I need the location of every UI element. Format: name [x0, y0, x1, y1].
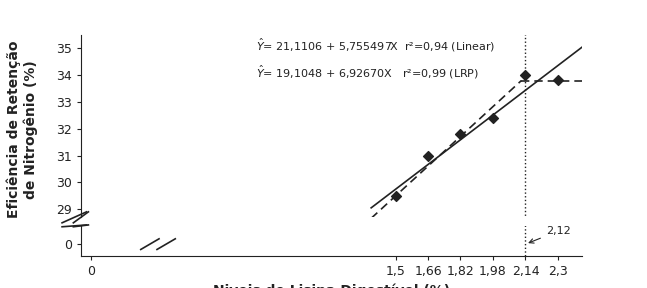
Text: 2,12: 2,12: [529, 226, 571, 243]
Point: [553, 78, 563, 83]
Point: [455, 132, 466, 136]
Point: [390, 194, 400, 198]
Point: [520, 73, 531, 77]
X-axis label: Niveis de Lisina Digestível (%): Niveis de Lisina Digestível (%): [213, 284, 450, 288]
Text: $\hat{Y}$= 21,1106 + 5,755497X  r²=0,94 (Linear): $\hat{Y}$= 21,1106 + 5,755497X r²=0,94 (…: [256, 36, 496, 54]
Text: Eficiência de Retenção
de Nitrogênio (%): Eficiência de Retenção de Nitrogênio (%): [6, 41, 38, 218]
Point: [488, 115, 498, 120]
Point: [423, 153, 433, 158]
Text: $\hat{Y}$= 19,1048 + 6,92670X   r²=0,99 (LRP): $\hat{Y}$= 19,1048 + 6,92670X r²=0,99 (L…: [256, 64, 479, 81]
